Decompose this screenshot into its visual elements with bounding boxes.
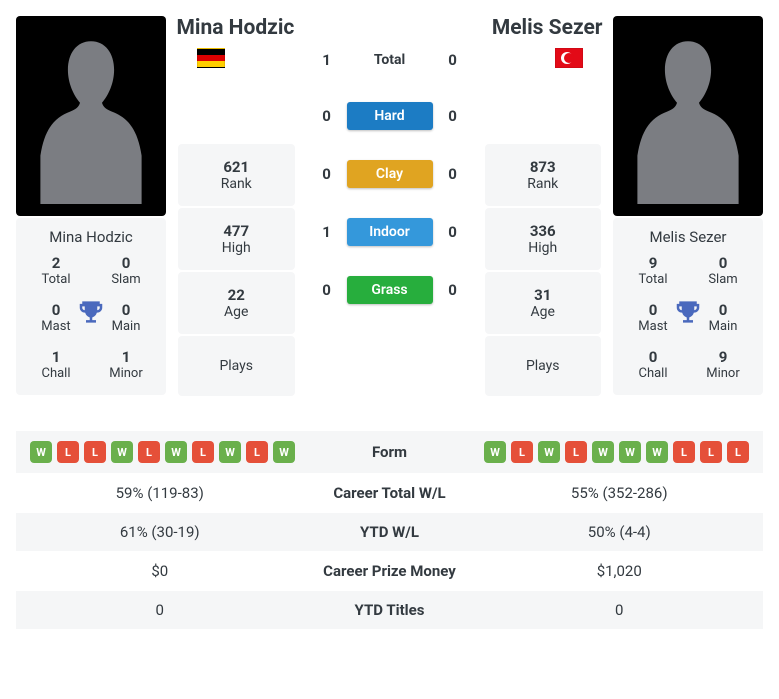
compare-p1-value: $0 (30, 562, 290, 580)
p1-slam-titles: 0Slam (94, 254, 158, 287)
form-badge[interactable]: L (700, 441, 722, 463)
compare-p1-value: 0 (30, 601, 290, 619)
h2h-p1-value: 0 (307, 281, 347, 299)
compare-row: $0Career Prize Money$1,020 (16, 551, 763, 590)
form-badge[interactable]: W (111, 441, 133, 463)
form-badge[interactable]: W (484, 441, 506, 463)
form-badge[interactable]: L (565, 441, 587, 463)
h2h-row-indoor: 1Indoor0 (307, 218, 473, 246)
form-badge[interactable]: W (538, 441, 560, 463)
player1-stats-column: 621Rank 477High 22Age Plays (178, 144, 295, 398)
compare-label: YTD Titles (290, 601, 490, 619)
form-badge[interactable]: L (138, 441, 160, 463)
player2-stats-column: 873Rank 336High 31Age Plays (485, 144, 602, 398)
surface-pill-clay[interactable]: Clay (347, 160, 433, 188)
compare-p2-value: 50% (4-4) (490, 523, 750, 541)
form-badge[interactable]: W (619, 441, 641, 463)
p2-age: 31Age (485, 272, 602, 334)
h2h-p2-value: 0 (433, 281, 473, 299)
compare-label: YTD W/L (290, 523, 490, 541)
form-badge[interactable]: W (165, 441, 187, 463)
h2h-total-label: Total (347, 48, 433, 72)
surface-pill-grass[interactable]: Grass (347, 276, 433, 304)
form-badge[interactable]: W (273, 441, 295, 463)
player1-column: Mina Hodzic 2Total 0Slam 0Mast 0Main 1Ch… (16, 16, 166, 395)
h2h-p2-value: 0 (433, 51, 473, 69)
form-badge[interactable]: W (592, 441, 614, 463)
p2-form: WLWLWWWLLL (484, 441, 749, 463)
compare-p1-value: 59% (119-83) (30, 484, 290, 502)
compare-p1-value: 61% (30-19) (30, 523, 290, 541)
player2-heading: Melis Sezer (492, 16, 603, 40)
compare-p2-value: 0 (490, 601, 750, 619)
h2h-p1-value: 0 (307, 165, 347, 183)
compare-row: WLLWLWLWLWFormWLWLWWWLLL (16, 430, 763, 473)
h2h-p2-value: 0 (433, 223, 473, 241)
form-badge[interactable]: L (192, 441, 214, 463)
form-badge[interactable]: W (219, 441, 241, 463)
p2-chall-titles: 0Chall (621, 348, 685, 381)
trophy-icon (673, 297, 703, 327)
p2-minor-titles: 9Minor (691, 348, 755, 381)
p1-plays: Plays (178, 336, 295, 396)
form-badge[interactable]: L (246, 441, 268, 463)
p1-rank: 621Rank (178, 144, 295, 206)
player1-titles-card: Mina Hodzic 2Total 0Slam 0Mast 0Main 1Ch… (16, 218, 166, 395)
form-badge[interactable]: L (511, 441, 533, 463)
p2-slam-titles: 0Slam (691, 254, 755, 287)
h2h-row-hard: 0Hard0 (307, 102, 473, 130)
player2-card-name: Melis Sezer (621, 228, 755, 246)
head-to-head-column: Mina Hodzic Melis Sezer 1Total00Hard00Cl… (307, 16, 473, 304)
p1-total-titles: 2Total (24, 254, 88, 287)
surface-pill-hard[interactable]: Hard (347, 102, 433, 130)
person-silhouette-icon (36, 26, 146, 206)
form-badge[interactable]: W (30, 441, 52, 463)
compare-p2-value: $1,020 (490, 562, 750, 580)
germany-flag-icon (197, 48, 225, 68)
form-badge[interactable]: L (673, 441, 695, 463)
surface-pill-indoor[interactable]: Indoor (347, 218, 433, 246)
p1-minor-titles: 1Minor (94, 348, 158, 381)
compare-p2-value: 55% (352-286) (490, 484, 750, 502)
p2-total-titles: 9Total (621, 254, 685, 287)
h2h-p1-value: 0 (307, 107, 347, 125)
compare-row: 0YTD Titles0 (16, 590, 763, 629)
form-badge[interactable]: L (57, 441, 79, 463)
trophy-icon (76, 297, 106, 327)
person-silhouette-icon (633, 26, 743, 206)
compare-label: Career Prize Money (290, 562, 490, 580)
turkey-flag-icon (555, 48, 583, 68)
player2-photo (613, 16, 763, 216)
form-badge[interactable]: L (727, 441, 749, 463)
p2-plays: Plays (485, 336, 602, 396)
compare-label: Form (295, 443, 484, 461)
h2h-p2-value: 0 (433, 165, 473, 183)
p1-chall-titles: 1Chall (24, 348, 88, 381)
player1-card-name: Mina Hodzic (24, 228, 158, 246)
p1-age: 22Age (178, 272, 295, 334)
compare-label: Career Total W/L (290, 484, 490, 502)
p1-form: WLLWLWLWLW (30, 441, 295, 463)
player1-photo (16, 16, 166, 216)
h2h-p2-value: 0 (433, 107, 473, 125)
form-badge[interactable]: W (646, 441, 668, 463)
player2-column: Melis Sezer 9Total 0Slam 0Mast 0Main 0Ch… (613, 16, 763, 395)
h2h-row-grass: 0Grass0 (307, 276, 473, 304)
p2-high: 336High (485, 208, 602, 270)
h2h-p1-value: 1 (307, 223, 347, 241)
h2h-p1-value: 1 (307, 51, 347, 69)
player2-titles-card: Melis Sezer 9Total 0Slam 0Mast 0Main 0Ch… (613, 218, 763, 395)
p2-rank: 873Rank (485, 144, 602, 206)
comparison-table: WLLWLWLWLWFormWLWLWWWLLL59% (119-83)Care… (16, 430, 763, 629)
p1-high: 477High (178, 208, 295, 270)
h2h-row-total: 1Total0 (307, 48, 473, 72)
player1-heading: Mina Hodzic (177, 16, 295, 40)
form-badge[interactable]: L (84, 441, 106, 463)
compare-row: 61% (30-19)YTD W/L50% (4-4) (16, 512, 763, 551)
h2h-row-clay: 0Clay0 (307, 160, 473, 188)
compare-row: 59% (119-83)Career Total W/L55% (352-286… (16, 473, 763, 512)
